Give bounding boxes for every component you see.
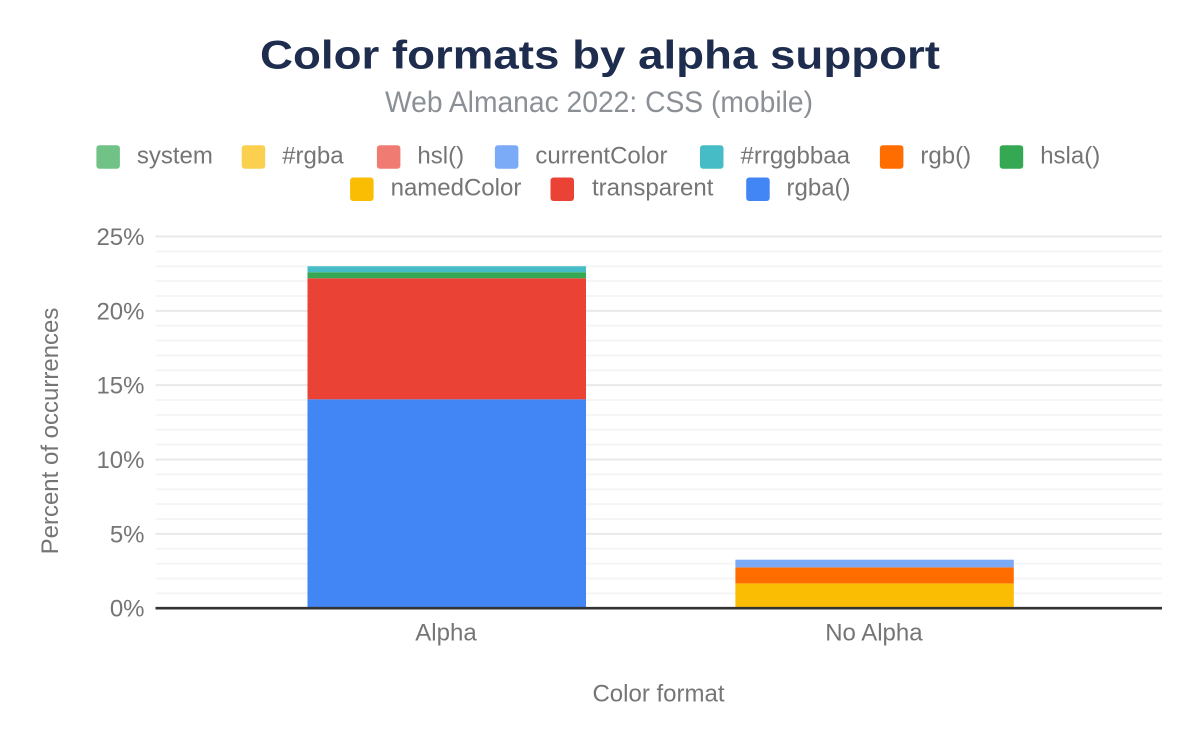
svg-text:#rrggbbaa: #rrggbbaa bbox=[741, 143, 851, 170]
svg-text:namedColor: namedColor bbox=[391, 174, 522, 201]
svg-text:rgb(): rgb() bbox=[920, 143, 971, 170]
svg-text:hsl(): hsl() bbox=[417, 143, 464, 170]
svg-text:10%: 10% bbox=[96, 447, 144, 474]
svg-text:25%: 25% bbox=[96, 224, 144, 251]
svg-text:Color format: Color format bbox=[592, 680, 724, 707]
svg-text:0%: 0% bbox=[110, 596, 145, 623]
svg-text:transparent: transparent bbox=[592, 174, 714, 201]
svg-text:Color formats by alpha support: Color formats by alpha support bbox=[260, 34, 940, 78]
svg-text:15%: 15% bbox=[96, 373, 144, 400]
svg-text:Web Almanac 2022: CSS (mobile): Web Almanac 2022: CSS (mobile) bbox=[385, 86, 813, 119]
svg-text:currentColor: currentColor bbox=[535, 143, 667, 170]
svg-text:system: system bbox=[137, 143, 213, 170]
svg-text:Alpha: Alpha bbox=[415, 619, 477, 646]
svg-text:No Alpha: No Alpha bbox=[825, 619, 923, 646]
svg-text:rgba(): rgba() bbox=[787, 174, 851, 201]
svg-text:20%: 20% bbox=[96, 298, 144, 325]
svg-text:Percent of occurrences: Percent of occurrences bbox=[37, 308, 64, 555]
svg-text:hsla(): hsla() bbox=[1040, 143, 1100, 170]
svg-text:#rgba: #rgba bbox=[282, 143, 344, 170]
svg-text:5%: 5% bbox=[110, 521, 145, 548]
